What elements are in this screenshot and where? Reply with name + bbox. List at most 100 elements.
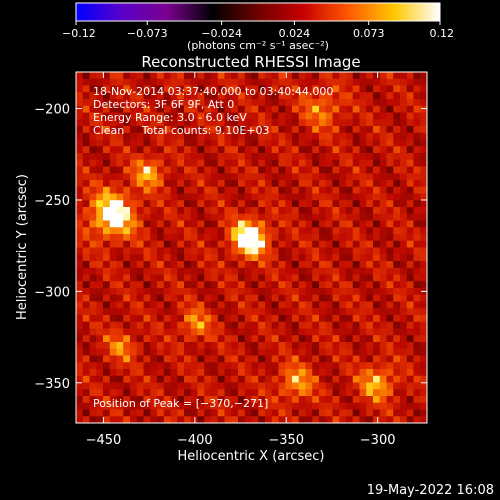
heatmap-cell: [285, 402, 293, 411]
heatmap-cell: [82, 294, 91, 303]
heatmap-cell: [143, 227, 151, 235]
x-axis-label: Heliocentric X (arcsec): [178, 449, 325, 464]
heatmap-cell: [211, 375, 219, 384]
heatmap-cell: [393, 92, 401, 100]
heatmap-cell: [251, 227, 259, 235]
heatmap-cell: [312, 294, 320, 303]
heatmap-cell: [251, 389, 259, 397]
heatmap-cell: [204, 240, 212, 249]
heatmap-cell: [373, 355, 381, 363]
heatmap-cell: [278, 234, 286, 242]
heatmap-cell: [285, 335, 293, 343]
heatmap-cell: [116, 402, 124, 411]
heatmap-cell: [224, 288, 232, 296]
heatmap-cell: [271, 213, 280, 222]
heatmap-cell: [352, 254, 361, 262]
heatmap-cell: [265, 382, 273, 390]
heatmap-cell: [420, 220, 427, 228]
heatmap-cell: [238, 207, 246, 215]
heatmap-cell: [406, 99, 415, 107]
heatmap-cell: [204, 234, 212, 242]
heatmap-cell: [150, 409, 158, 417]
heatmap-cell: [379, 72, 388, 80]
heatmap-cell: [251, 355, 259, 363]
heatmap-cell: [379, 139, 388, 147]
heatmap-cell: [157, 227, 165, 235]
heatmap-cell: [157, 153, 165, 161]
heatmap-cell: [373, 267, 381, 276]
heatmap-cell: [96, 99, 104, 107]
heatmap-cell: [352, 146, 361, 154]
heatmap-cell: [312, 348, 320, 357]
x-tick-label: −450: [86, 433, 122, 448]
heatmap-cell: [305, 328, 313, 336]
heatmap-cell: [170, 240, 178, 249]
heatmap-cell: [366, 207, 374, 215]
heatmap-cell: [278, 186, 286, 195]
heatmap-cell: [197, 369, 205, 377]
heatmap-cell: [217, 227, 226, 235]
heatmap-cell: [379, 396, 388, 404]
heatmap-cell: [366, 200, 374, 208]
heatmap-cell: [352, 180, 361, 188]
heatmap-cell: [82, 146, 91, 154]
heatmap-cell: [136, 132, 145, 141]
heatmap-cell: [305, 207, 313, 215]
heatmap-cell: [96, 146, 104, 154]
heatmap-cell: [89, 200, 97, 208]
heatmap-cell: [319, 159, 327, 168]
heatmap-cell: [238, 362, 246, 370]
heatmap-cell: [103, 321, 111, 330]
heatmap-cell: [163, 180, 172, 188]
heatmap-cell: [116, 335, 124, 343]
heatmap-cell: [265, 402, 273, 411]
heatmap-cell: [346, 274, 354, 282]
heatmap-cell: [312, 146, 320, 154]
heatmap-cell: [265, 362, 273, 370]
heatmap-cell: [265, 119, 273, 127]
heatmap-cell: [96, 389, 104, 397]
heatmap-cell: [292, 396, 300, 404]
heatmap-cell: [190, 99, 199, 107]
heatmap-cell: [400, 139, 408, 147]
heatmap-cell: [244, 396, 253, 404]
heatmap-cell: [312, 254, 320, 262]
heatmap-cell: [204, 308, 212, 316]
heatmap-cell: [170, 227, 178, 235]
heatmap-cell: [76, 112, 84, 120]
heatmap-cell: [319, 321, 327, 330]
heatmap-cell: [366, 294, 374, 303]
heatmap-cell: [217, 240, 226, 249]
heatmap-cell: [130, 348, 138, 357]
heatmap-cell: [217, 281, 226, 289]
heatmap-cell: [406, 119, 415, 127]
heatmap-cell: [298, 92, 307, 100]
heatmap-cell: [325, 240, 334, 249]
heatmap-cell: [150, 402, 158, 411]
heatmap-cell: [204, 85, 212, 93]
heatmap-cell: [251, 335, 259, 343]
heatmap-cell: [379, 321, 388, 330]
heatmap-cell: [285, 139, 293, 147]
heatmap-cell: [393, 416, 401, 423]
heatmap-cell: [163, 402, 172, 411]
heatmap-cell: [89, 159, 97, 168]
heatmap-cell: [123, 234, 131, 242]
heatmap-cell: [346, 99, 354, 107]
heatmap-cell: [82, 78, 91, 87]
heatmap-cell: [231, 328, 239, 336]
heatmap-cell: [332, 240, 340, 249]
heatmap-cell: [204, 362, 212, 370]
heatmap-cell: [400, 382, 408, 390]
heatmap-cell: [379, 126, 388, 134]
heatmap-cell: [265, 159, 273, 168]
heatmap-cell: [82, 112, 91, 120]
heatmap-cell: [136, 321, 145, 330]
heatmap-cell: [292, 193, 300, 201]
heatmap-cell: [197, 78, 205, 87]
heatmap-cell: [89, 362, 97, 370]
heatmap-cell: [116, 213, 124, 222]
heatmap-cell: [346, 362, 354, 370]
heatmap-cell: [305, 261, 313, 269]
heatmap-cell: [319, 328, 327, 336]
